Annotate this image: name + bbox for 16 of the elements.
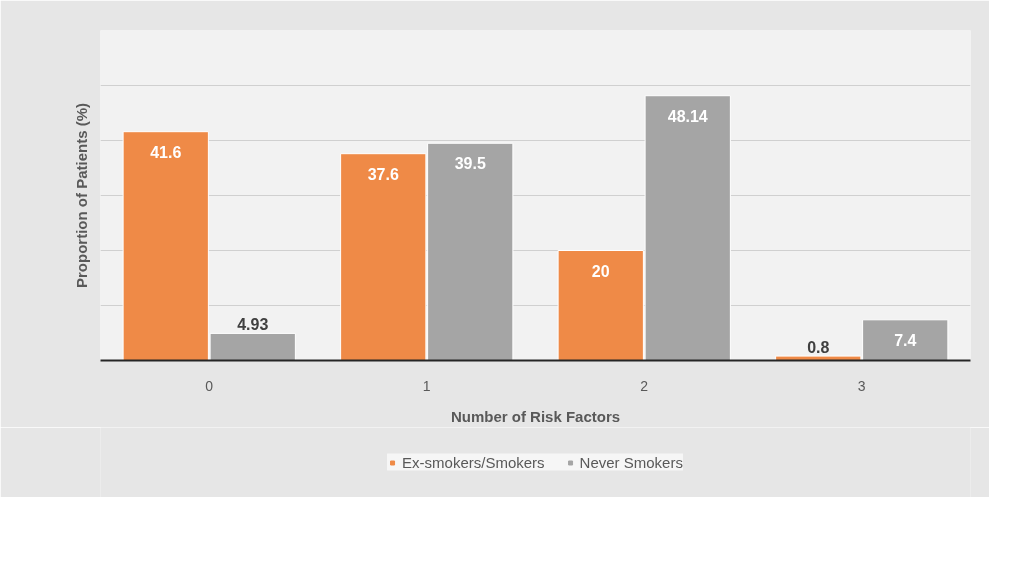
data-label: 48.14 [667,107,708,125]
x-tick-label: 3 [857,377,866,394]
x-axis-title: Number of Risk Factors [450,407,621,425]
x-tick-label: 0 [205,377,214,394]
data-label: 4.93 [237,316,269,334]
legend-label: Ex-smokers/Smokers [402,453,545,471]
data-label: 41.6 [150,143,182,161]
data-label: 0.8 [807,339,830,357]
data-label: 37.6 [367,165,399,183]
data-label: 20 [591,262,610,280]
x-tick-label: 1 [422,377,431,394]
data-label: 39.5 [454,155,486,173]
x-tick-label: 2 [640,377,649,394]
y-axis-title: Proportion of Patients (%) [72,103,90,288]
legend-label: Never Smokers [579,453,683,471]
data-label: 7.4 [894,331,917,349]
